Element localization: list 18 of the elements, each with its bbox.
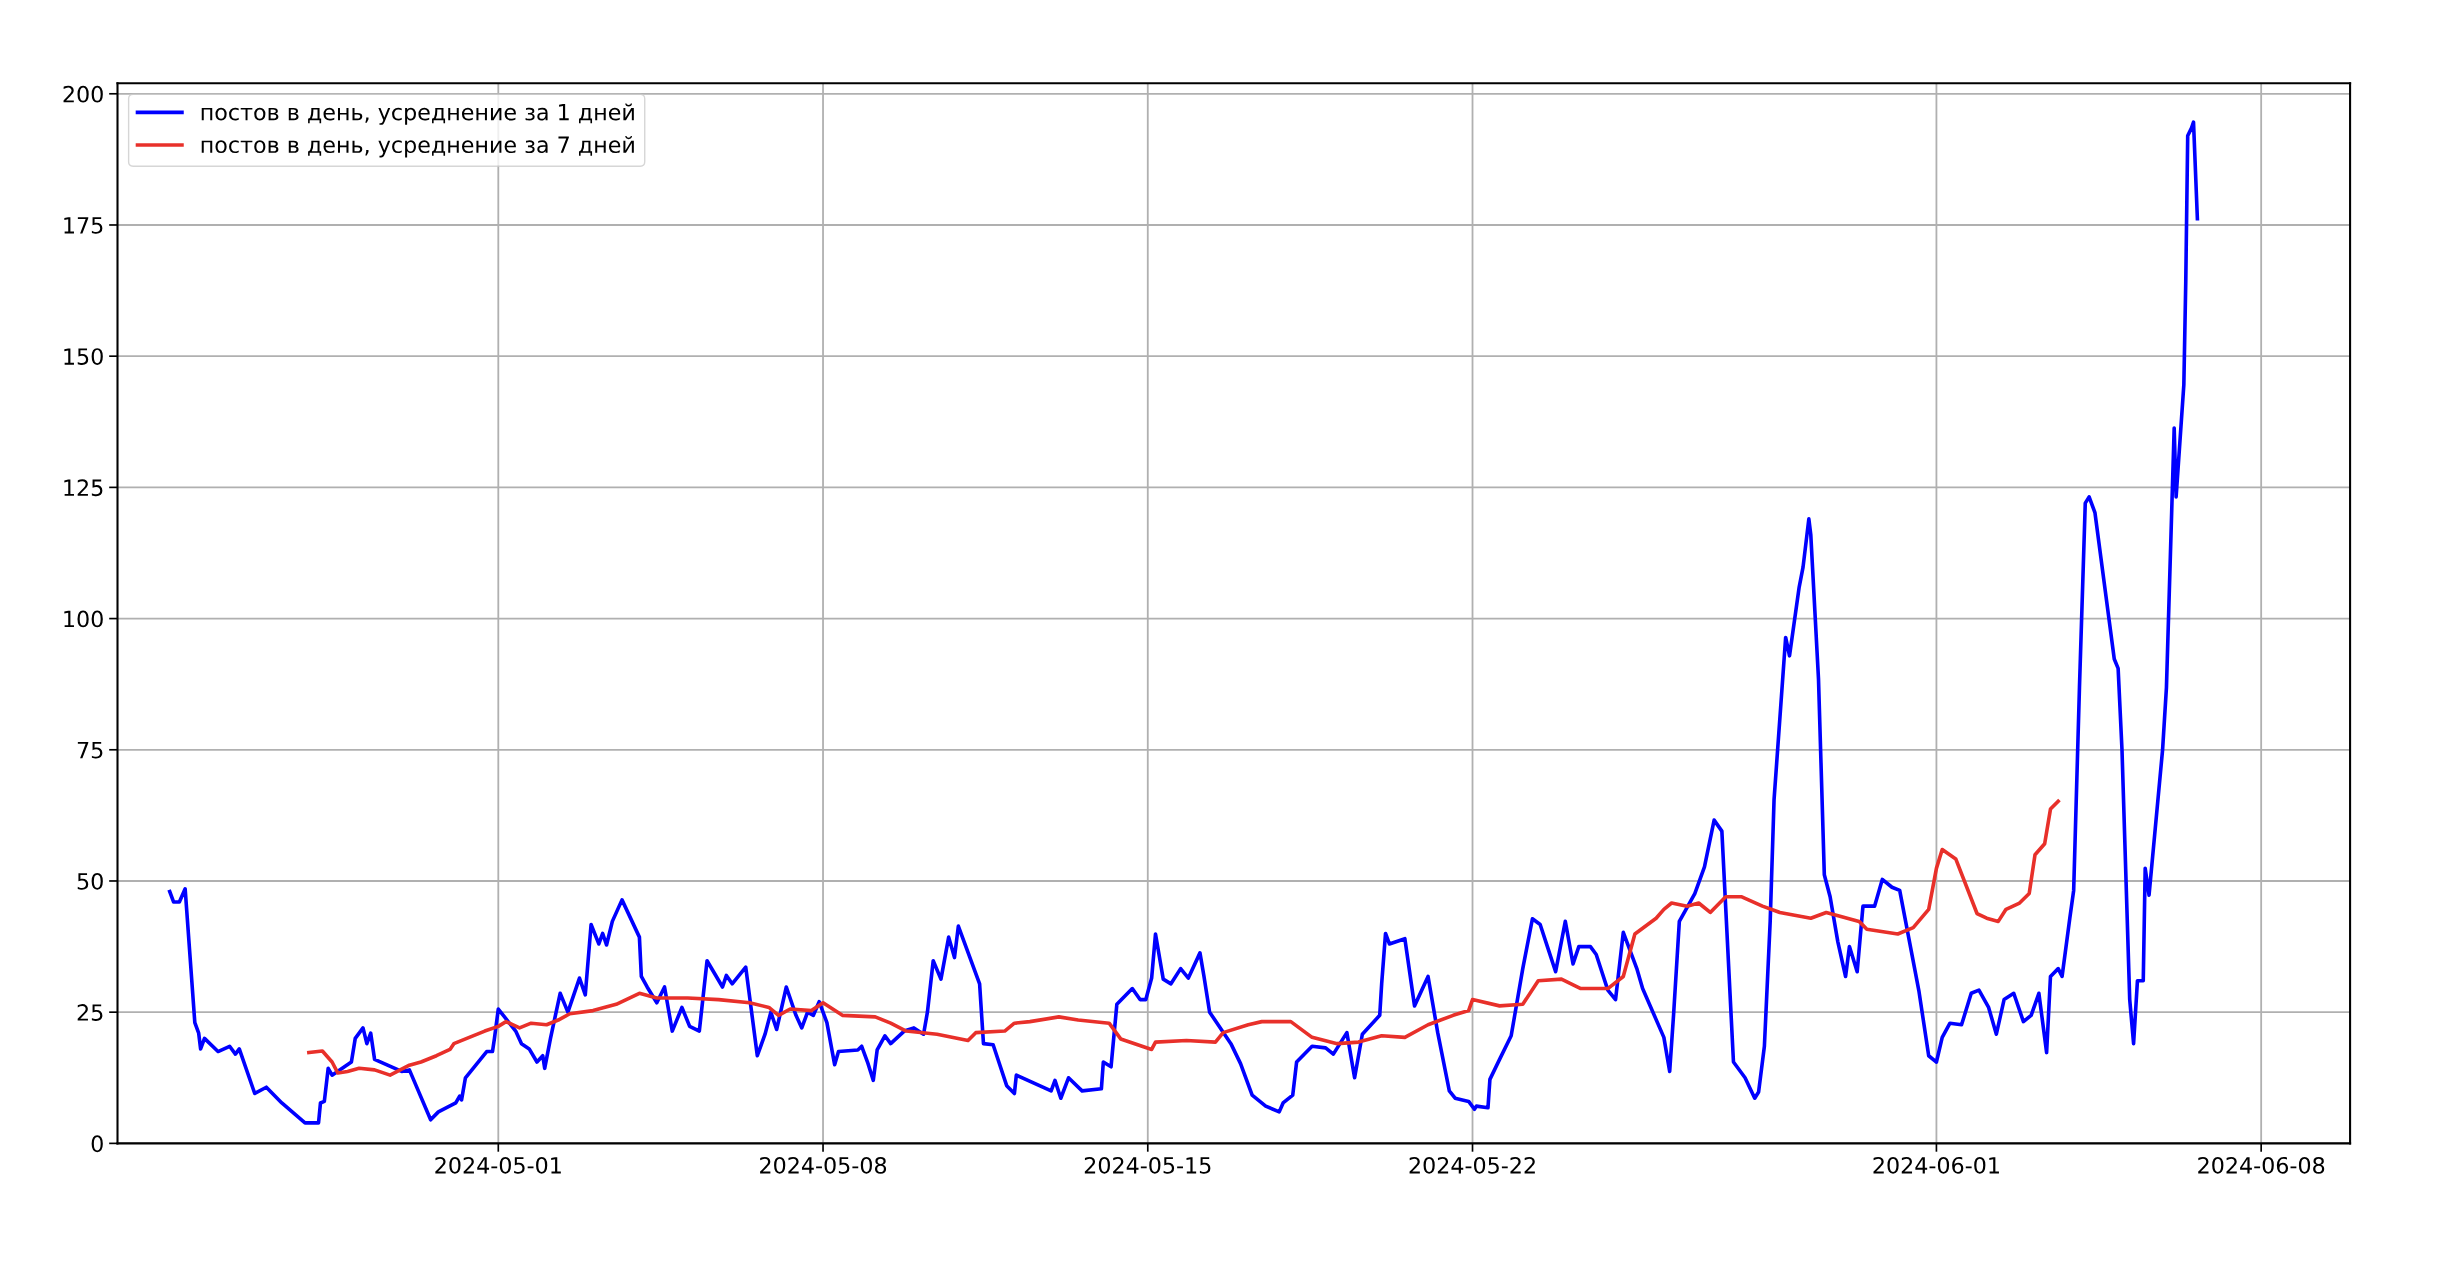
y-tick-label: 0 [91,1135,103,1153]
y-tick-label: 25 [77,1004,103,1021]
y-tick-label: 100 [64,610,103,628]
y-tick-label: 50 [77,872,103,890]
legend-label: постов в день, усреднение за 1 дней [201,103,634,125]
x-tick-label: 2024-05-01 [435,1156,561,1174]
y-tick-label: 125 [64,479,103,497]
y-tick-label: 75 [77,742,103,759]
x-tick-label: 2024-05-08 [760,1156,887,1174]
x-tick-label: 2024-06-01 [1873,1156,1999,1174]
x-tick-label: 2024-05-15 [1084,1156,1211,1174]
y-tick-label: 175 [64,217,103,234]
x-tick-label: 2024-05-22 [1409,1156,1535,1174]
line-series [307,799,2061,1077]
legend-label: постов в день, усреднение за 7 дней [201,136,634,158]
y-tick-label: 200 [63,85,103,103]
y-tick-label: 150 [64,348,103,365]
x-tick-label: 2024-06-08 [2198,1156,2325,1174]
